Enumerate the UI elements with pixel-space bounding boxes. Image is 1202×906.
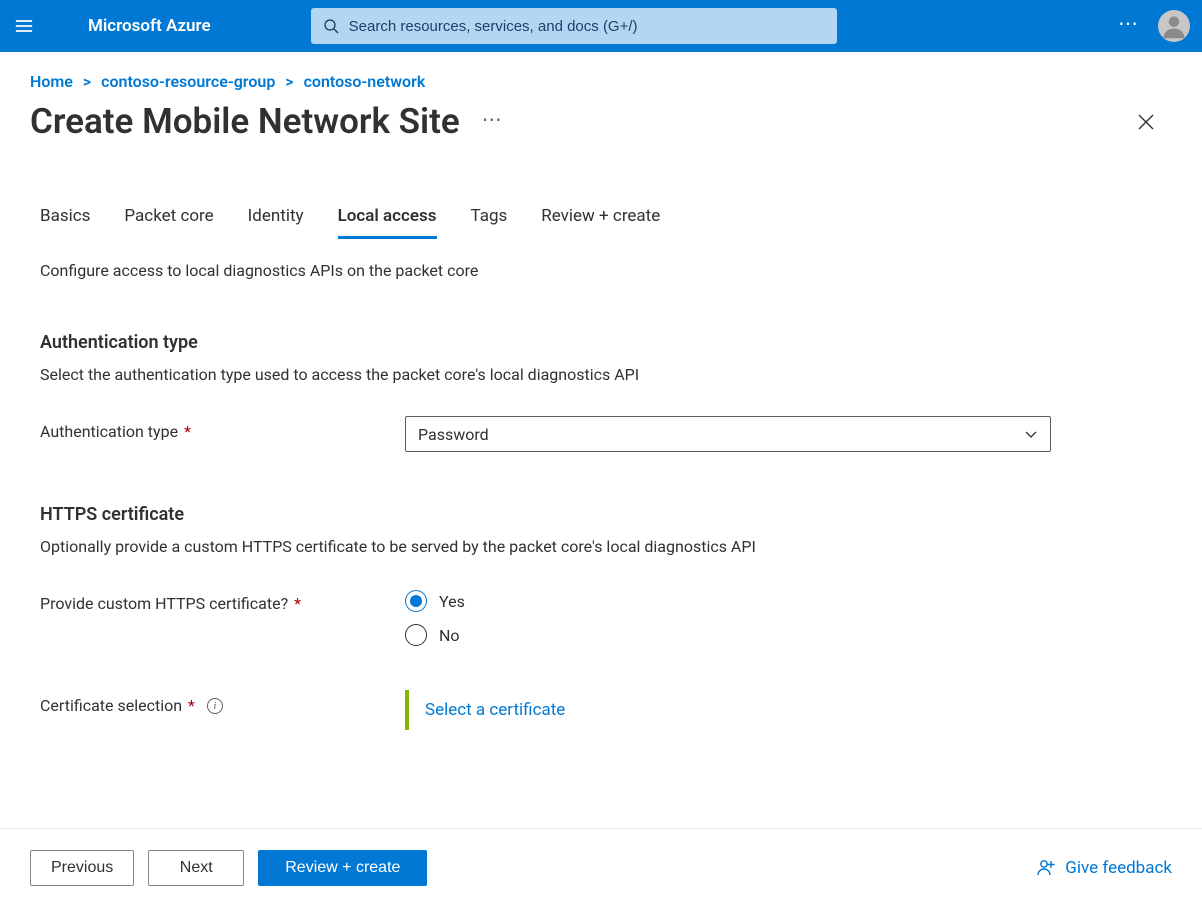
select-certificate-link[interactable]: Select a certificate xyxy=(425,700,565,720)
provide-cert-radio-group: Yes No xyxy=(405,588,1051,646)
required-star: * xyxy=(188,696,195,715)
radio-yes-label: Yes xyxy=(439,592,465,611)
https-desc: Optionally provide a custom HTTPS certif… xyxy=(40,537,1162,556)
cert-selection-label: Certificate selection * i xyxy=(40,690,405,715)
info-icon[interactable]: i xyxy=(207,698,223,714)
radio-yes-circle xyxy=(405,590,427,612)
provide-cert-label: Provide custom HTTPS certificate? * xyxy=(40,588,405,613)
auth-heading: Authentication type xyxy=(40,332,1162,353)
breadcrumb-separator: > xyxy=(285,72,293,91)
hamburger-icon xyxy=(14,16,34,36)
tab-intro-text: Configure access to local diagnostics AP… xyxy=(40,261,1162,280)
auth-type-label-text: Authentication type xyxy=(40,422,178,441)
page-title-row: Create Mobile Network Site ⋯ xyxy=(0,97,1202,142)
tab-packet-core[interactable]: Packet core xyxy=(124,206,213,239)
next-button[interactable]: Next xyxy=(148,850,244,886)
radio-no-circle xyxy=(405,624,427,646)
tab-identity[interactable]: Identity xyxy=(248,206,304,239)
tab-tags[interactable]: Tags xyxy=(471,206,508,239)
chevron-down-icon xyxy=(1024,427,1038,441)
search-icon xyxy=(323,18,339,34)
auth-type-dropdown[interactable]: Password xyxy=(405,416,1051,452)
tab-review-create[interactable]: Review + create xyxy=(541,206,660,239)
auth-type-value: Password xyxy=(418,425,489,444)
cert-selection-control: Select a certificate xyxy=(405,690,1051,730)
top-bar-right: ⋯ xyxy=(1118,10,1190,42)
give-feedback-link[interactable]: Give feedback xyxy=(1037,858,1172,878)
radio-yes[interactable]: Yes xyxy=(405,590,1051,612)
https-section: HTTPS certificate Optionally provide a c… xyxy=(40,504,1162,730)
footer-bar: Previous Next Review + create Give feedb… xyxy=(0,828,1202,906)
auth-desc: Select the authentication type used to a… xyxy=(40,365,1162,384)
required-star: * xyxy=(184,422,191,441)
top-bar: Microsoft Azure ⋯ xyxy=(0,0,1202,52)
previous-button[interactable]: Previous xyxy=(30,850,134,886)
page-title: Create Mobile Network Site xyxy=(30,101,460,142)
close-icon xyxy=(1137,113,1155,131)
breadcrumb-resource-group[interactable]: contoso-resource-group xyxy=(101,72,275,91)
breadcrumb-separator: > xyxy=(83,72,91,91)
tab-basics[interactable]: Basics xyxy=(40,206,90,239)
cert-select-wrap: Select a certificate xyxy=(405,690,1051,730)
radio-no[interactable]: No xyxy=(405,624,1051,646)
radio-no-label: No xyxy=(439,626,460,645)
user-avatar[interactable] xyxy=(1158,10,1190,42)
provide-cert-control: Yes No xyxy=(405,588,1051,646)
global-search[interactable] xyxy=(311,8,837,44)
tabs: Basics Packet core Identity Local access… xyxy=(0,142,1202,239)
breadcrumb: Home > contoso-resource-group > contoso-… xyxy=(0,52,1202,97)
auth-type-label: Authentication type * xyxy=(40,416,405,441)
more-menu-button[interactable]: ⋯ xyxy=(1118,13,1140,39)
cert-selection-row: Certificate selection * i Select a certi… xyxy=(40,690,1162,730)
auth-type-control: Password xyxy=(405,416,1051,452)
close-button[interactable] xyxy=(1126,102,1166,142)
hamburger-menu-button[interactable] xyxy=(0,0,48,52)
page-actions-button[interactable]: ⋯ xyxy=(482,107,504,137)
auth-section: Authentication type Select the authentic… xyxy=(40,332,1162,452)
https-heading: HTTPS certificate xyxy=(40,504,1162,525)
cert-selection-label-text: Certificate selection xyxy=(40,696,182,715)
provide-cert-label-text: Provide custom HTTPS certificate? xyxy=(40,594,288,613)
breadcrumb-home[interactable]: Home xyxy=(30,72,73,91)
radio-dot xyxy=(410,595,422,607)
auth-type-row: Authentication type * Password xyxy=(40,416,1162,452)
search-input[interactable] xyxy=(349,18,825,35)
tab-local-access[interactable]: Local access xyxy=(338,206,437,239)
required-star: * xyxy=(294,594,301,613)
brand-label[interactable]: Microsoft Azure xyxy=(88,16,211,36)
feedback-label: Give feedback xyxy=(1065,858,1172,878)
person-icon xyxy=(1160,12,1188,40)
form-content: Configure access to local diagnostics AP… xyxy=(0,239,1202,730)
provide-cert-row: Provide custom HTTPS certificate? * Yes … xyxy=(40,588,1162,646)
review-create-button[interactable]: Review + create xyxy=(258,850,427,886)
feedback-icon xyxy=(1037,858,1057,878)
breadcrumb-network[interactable]: contoso-network xyxy=(304,72,426,91)
